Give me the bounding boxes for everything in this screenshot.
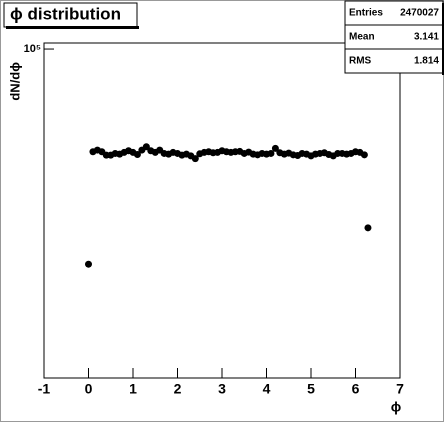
x-tick-label: 5 <box>307 381 315 397</box>
stats-box <box>344 0 444 74</box>
stats-value: 2470027 <box>400 8 439 19</box>
data-point <box>85 260 92 268</box>
x-tick-label: 1 <box>129 381 137 397</box>
y-tick-label: 10⁵ <box>24 43 41 55</box>
x-tick-label: 3 <box>218 381 226 397</box>
x-axis-label: ϕ <box>391 399 402 415</box>
stats-label: Entries <box>349 8 383 19</box>
x-tick-label: 2 <box>174 381 182 397</box>
x-tick-label: 6 <box>352 381 360 397</box>
x-tick-label: 0 <box>85 381 93 397</box>
x-tick-label: 7 <box>396 381 404 397</box>
stats-value: 3.141 <box>414 32 439 43</box>
y-axis-label: dN/dϕ <box>7 62 22 101</box>
x-tick-label: 4 <box>263 381 271 397</box>
stats-label: Mean <box>349 32 375 43</box>
data-point <box>271 144 279 152</box>
plot-frame <box>43 42 401 379</box>
chart-title: ϕ distribution <box>10 4 121 23</box>
stats-shadow <box>442 3 444 75</box>
data-point <box>133 150 141 158</box>
data-point <box>360 151 368 159</box>
x-tick-label: -1 <box>38 381 51 397</box>
data-point <box>267 149 275 157</box>
title-box <box>3 2 138 28</box>
data-point <box>364 224 372 232</box>
stats-value: 1.814 <box>414 56 439 67</box>
data-point <box>191 155 199 163</box>
title-shadow <box>6 26 139 29</box>
data-point <box>142 143 150 151</box>
stats-label: RMS <box>349 56 372 67</box>
